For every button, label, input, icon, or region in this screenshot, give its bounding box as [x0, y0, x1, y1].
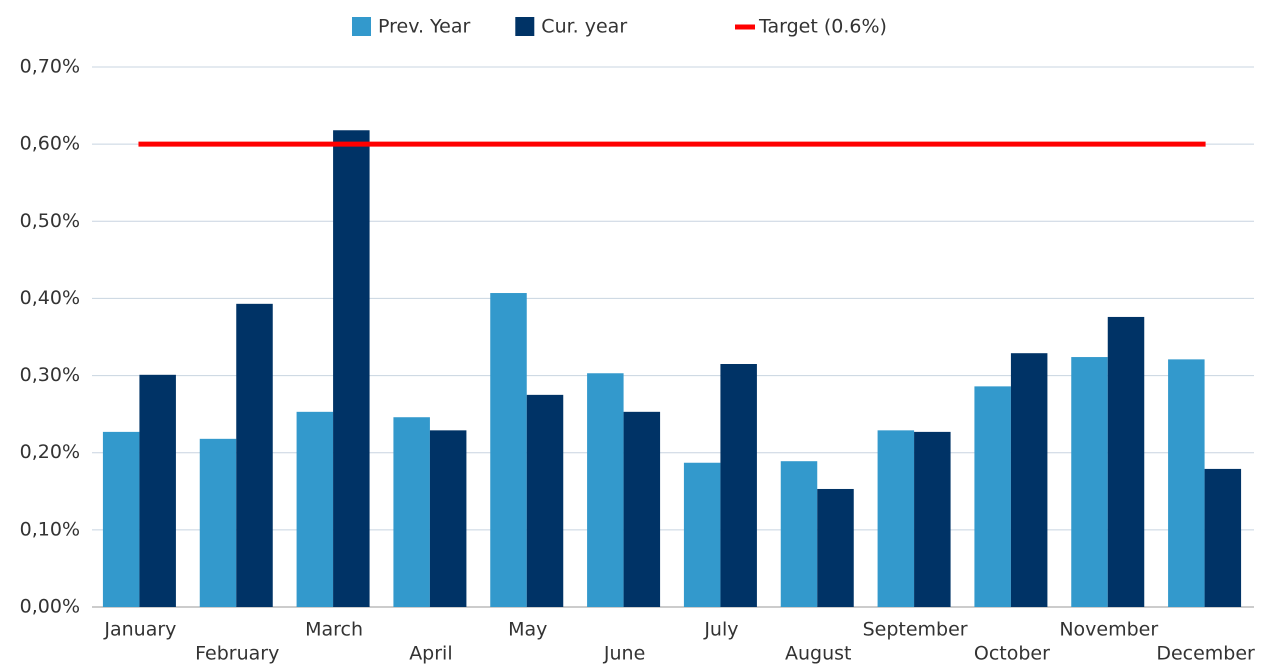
- bar: [393, 417, 430, 607]
- legend-label: Cur. year: [541, 16, 627, 38]
- y-tick-label: 0,20%: [20, 441, 80, 463]
- bar: [1168, 359, 1205, 607]
- y-tick-label: 0,30%: [20, 364, 80, 386]
- bar: [877, 430, 915, 607]
- x-tick-label: October: [974, 643, 1050, 664]
- x-tick-label: April: [409, 643, 452, 664]
- bar: [1010, 353, 1048, 607]
- y-tick-label: 0,50%: [20, 210, 80, 232]
- legend-label: Target (0.6%): [758, 16, 887, 38]
- bar: [623, 411, 661, 607]
- bar: [817, 488, 854, 607]
- x-tick-label: June: [603, 643, 645, 664]
- bar: [102, 431, 140, 607]
- x-tick-label: February: [195, 643, 279, 664]
- bar: [236, 303, 273, 607]
- x-tick-label: September: [863, 619, 968, 641]
- legend-label: Prev. Year: [378, 16, 470, 38]
- x-tick-label: May: [508, 619, 547, 641]
- bar: [139, 374, 176, 607]
- x-tick-label: January: [103, 619, 176, 641]
- y-tick-label: 0,40%: [20, 287, 80, 309]
- bar: [720, 364, 757, 607]
- bar: [1204, 468, 1242, 607]
- legend-swatch: [352, 17, 371, 36]
- bar: [429, 430, 467, 607]
- x-tick-label: July: [703, 619, 738, 641]
- bar: [333, 130, 370, 607]
- bar: [526, 394, 564, 607]
- x-tick-label: August: [785, 643, 852, 664]
- legend-swatch: [515, 17, 535, 36]
- y-tick-label: 0,10%: [20, 518, 80, 540]
- bar: [1071, 357, 1108, 607]
- x-tick-label: November: [1059, 619, 1158, 641]
- x-tick-label: December: [1156, 643, 1255, 664]
- bar: [490, 293, 527, 607]
- bar: [914, 431, 951, 607]
- bar: [587, 373, 624, 607]
- x-tick-label: March: [305, 619, 363, 641]
- bar: [1107, 316, 1145, 607]
- y-tick-label: 0,00%: [20, 596, 80, 618]
- bar: [199, 438, 237, 607]
- bar: [974, 386, 1011, 607]
- bar: [683, 462, 721, 607]
- bar: [296, 411, 334, 607]
- y-tick-label: 0,70%: [20, 56, 80, 78]
- bar: [780, 461, 818, 607]
- y-tick-label: 0,60%: [20, 133, 80, 155]
